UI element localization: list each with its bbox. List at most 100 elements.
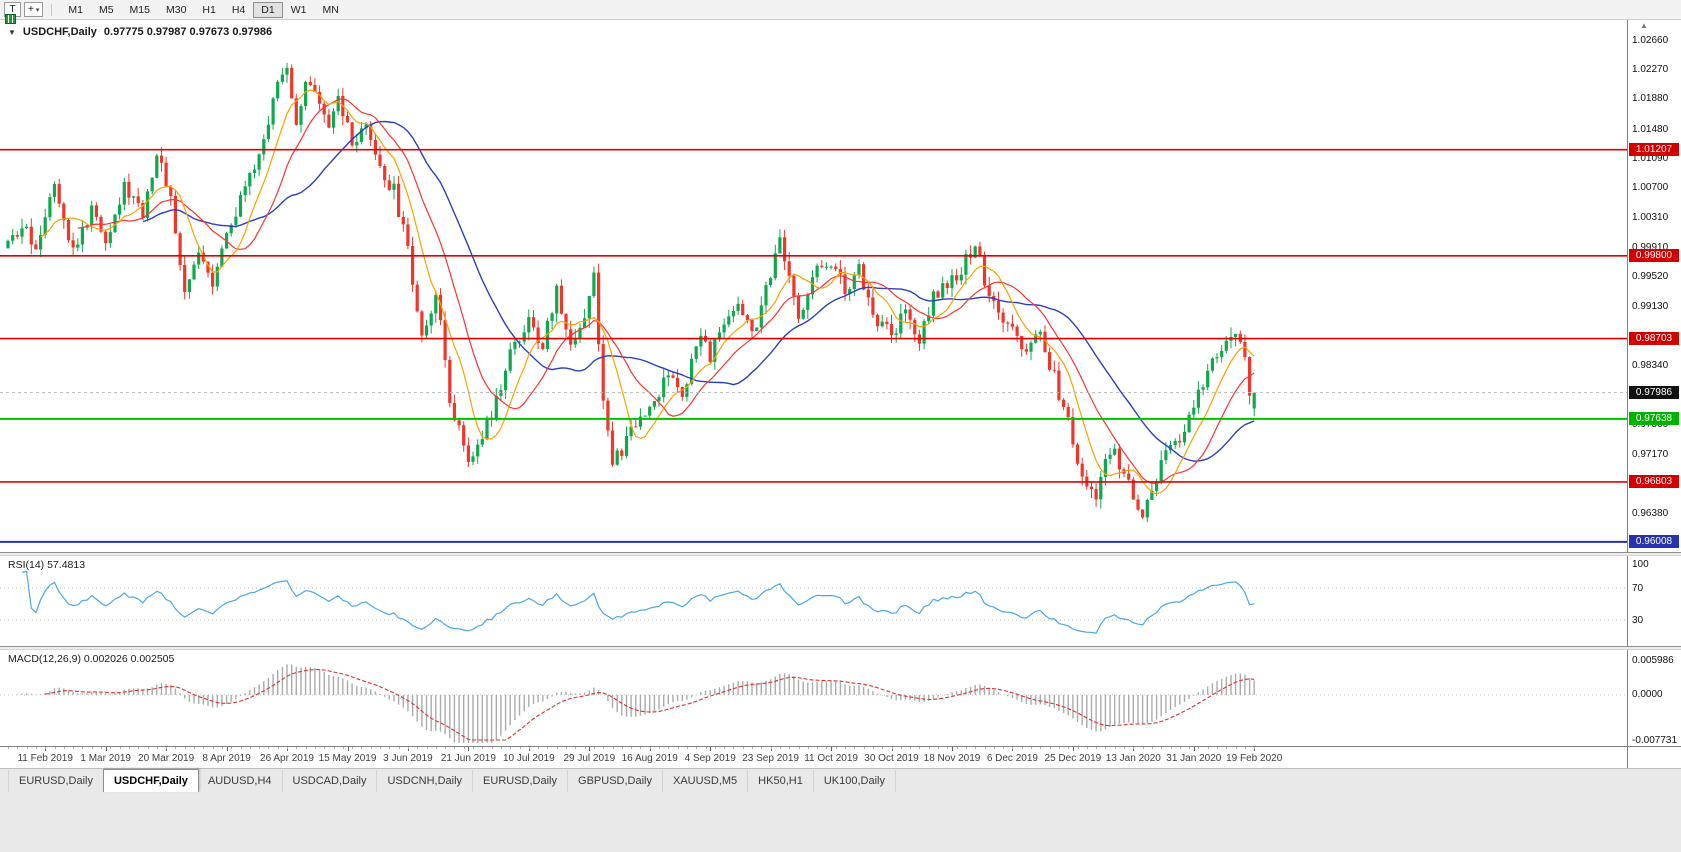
chart-tab-gbpusd-daily[interactable]: GBPUSD,Daily — [568, 770, 663, 792]
time-tick-minor — [566, 747, 567, 749]
time-tick-minor — [352, 747, 354, 749]
time-tick-minor — [1133, 747, 1135, 749]
time-tick-minor — [826, 747, 828, 749]
price-axis-label: 0.99130 — [1632, 300, 1669, 312]
time-tick-minor — [947, 747, 949, 749]
top-toolbar: T + ▾ M1 M5 M15 M30 H1 H4 D1 W1 MN — [0, 0, 1681, 20]
panel-separator[interactable] — [0, 552, 1681, 556]
time-tick-minor — [287, 747, 288, 749]
time-tick-minor — [417, 747, 419, 749]
time-tick-minor — [175, 747, 177, 749]
time-tick-minor — [259, 747, 261, 749]
time-tick-minor — [714, 747, 716, 749]
time-tick-minor — [1207, 747, 1209, 749]
time-tick-minor — [659, 747, 660, 749]
chart-tab-xauusd-m5[interactable]: XAUUSD,M5 — [663, 770, 749, 792]
macd-indicator-chart[interactable] — [0, 650, 1681, 746]
time-tick-minor — [882, 747, 884, 749]
time-tick-minor — [603, 747, 605, 749]
price-line-badge-0.98703: 0.98703 — [1629, 332, 1679, 346]
time-tick-minor — [426, 747, 428, 749]
time-tick — [710, 747, 712, 751]
time-tick-minor — [640, 747, 642, 749]
time-tick-minor — [45, 747, 47, 749]
chevron-down-icon: ▾ — [35, 6, 40, 14]
time-tick-minor — [296, 747, 298, 749]
time-tick-minor — [528, 747, 530, 749]
time-tick-minor — [82, 747, 84, 749]
time-tick-minor — [435, 747, 437, 749]
timeframe-button-h1[interactable]: H1 — [202, 3, 216, 16]
collapse-icon[interactable]: ▼ — [8, 27, 16, 37]
time-tick-minor — [547, 747, 549, 749]
timeframe-button-m5[interactable]: M5 — [98, 3, 114, 16]
timeframe-button-m15[interactable]: M15 — [129, 3, 150, 16]
time-tick-minor — [1105, 747, 1107, 749]
time-tick — [105, 747, 107, 751]
time-tick-minor — [1142, 747, 1144, 749]
chart-tab-usdcnh-daily[interactable]: USDCNH,Daily — [377, 770, 474, 792]
time-axis[interactable]: 11 Feb 2019 1 Mar 2019 20 Mar 2019 8 Apr 20… — [0, 746, 1681, 768]
time-tick-minor — [761, 747, 763, 749]
main-price-chart[interactable] — [0, 20, 1681, 552]
time-tick-minor — [863, 747, 865, 749]
time-tick-minor — [398, 747, 400, 749]
chart-tab-uk100-daily[interactable]: UK100,Daily — [814, 770, 896, 792]
chart-tab-bar: EURUSD,Daily USDCHF,Daily AUDUSD,H4 USDCAD,… — [0, 768, 1681, 792]
rsi-indicator-chart[interactable] — [0, 556, 1681, 646]
time-tick — [166, 747, 168, 751]
date-label: 6 Dec 2019 — [986, 753, 1038, 764]
time-tick-minor — [128, 747, 130, 749]
timeframe-button-mn[interactable]: MN — [322, 3, 339, 16]
timeframe-button-m1[interactable]: M1 — [68, 3, 83, 16]
date-label: 21 Jun 2019 — [440, 753, 496, 764]
time-tick-minor — [138, 747, 140, 749]
date-label: 18 Nov 2019 — [923, 753, 981, 764]
price-axis-label: 0.99910 — [1632, 242, 1669, 253]
time-tick-minor — [212, 747, 214, 749]
time-tick-minor — [612, 747, 614, 749]
chart-shift-marker[interactable]: ▲ — [1640, 21, 1648, 30]
date-label: 31 Jan 2020 — [1166, 753, 1222, 764]
chart-tab-usdchf-daily[interactable]: USDCHF,Daily — [102, 769, 199, 792]
time-tick-minor — [556, 747, 558, 749]
timeframe-button-d1[interactable]: D1 — [253, 1, 283, 18]
time-tick-minor — [696, 747, 698, 749]
crosshair-tool-button[interactable]: + ▾ — [24, 2, 44, 17]
macd-axis-label: -0.007731 — [1632, 734, 1678, 746]
time-tick-minor — [677, 747, 679, 749]
text-tool-label: T — [9, 4, 16, 15]
time-tick-minor — [407, 747, 409, 749]
time-tick — [468, 747, 470, 751]
time-tick-minor — [798, 747, 800, 749]
chart-tab-eurusd-daily[interactable]: EURUSD,Daily — [473, 770, 569, 792]
time-tick — [226, 747, 228, 751]
time-tick-minor — [26, 747, 28, 749]
time-tick — [528, 747, 530, 751]
timeframe-button-w1[interactable]: W1 — [290, 3, 307, 16]
panel-separator[interactable] — [0, 646, 1681, 650]
time-tick-minor — [110, 747, 112, 749]
time-tick-minor — [473, 747, 474, 749]
time-tick-minor — [919, 747, 921, 749]
chart-tab-eurusd-daily[interactable]: EURUSD,Daily — [8, 770, 104, 792]
time-tick — [407, 747, 409, 751]
chart-tab-hk50-h1[interactable]: HK50,H1 — [748, 770, 814, 792]
chart-tab-usdcad-daily[interactable]: USDCAD,Daily — [283, 770, 378, 792]
time-tick-minor — [975, 747, 977, 749]
time-tick-minor — [35, 747, 37, 749]
time-tick-minor — [872, 747, 874, 749]
timeframe-button-m30[interactable]: M30 — [165, 3, 187, 16]
time-tick-minor — [1124, 747, 1125, 749]
time-tick-minor — [779, 747, 781, 749]
time-tick-minor — [277, 747, 279, 749]
chart-tab-audusd-h4[interactable]: AUDUSD,H4 — [198, 770, 283, 792]
time-tick-minor — [631, 747, 633, 749]
time-tick-minor — [333, 747, 335, 749]
date-label: 23 Sep 2019 — [742, 753, 799, 764]
current-price-badge: 0.97986 — [1629, 386, 1679, 400]
price-axis-label: 1.02270 — [1632, 64, 1669, 75]
time-tick-minor — [221, 747, 223, 749]
status-area — [0, 792, 1681, 852]
timeframe-button-h4[interactable]: H4 — [231, 3, 246, 16]
